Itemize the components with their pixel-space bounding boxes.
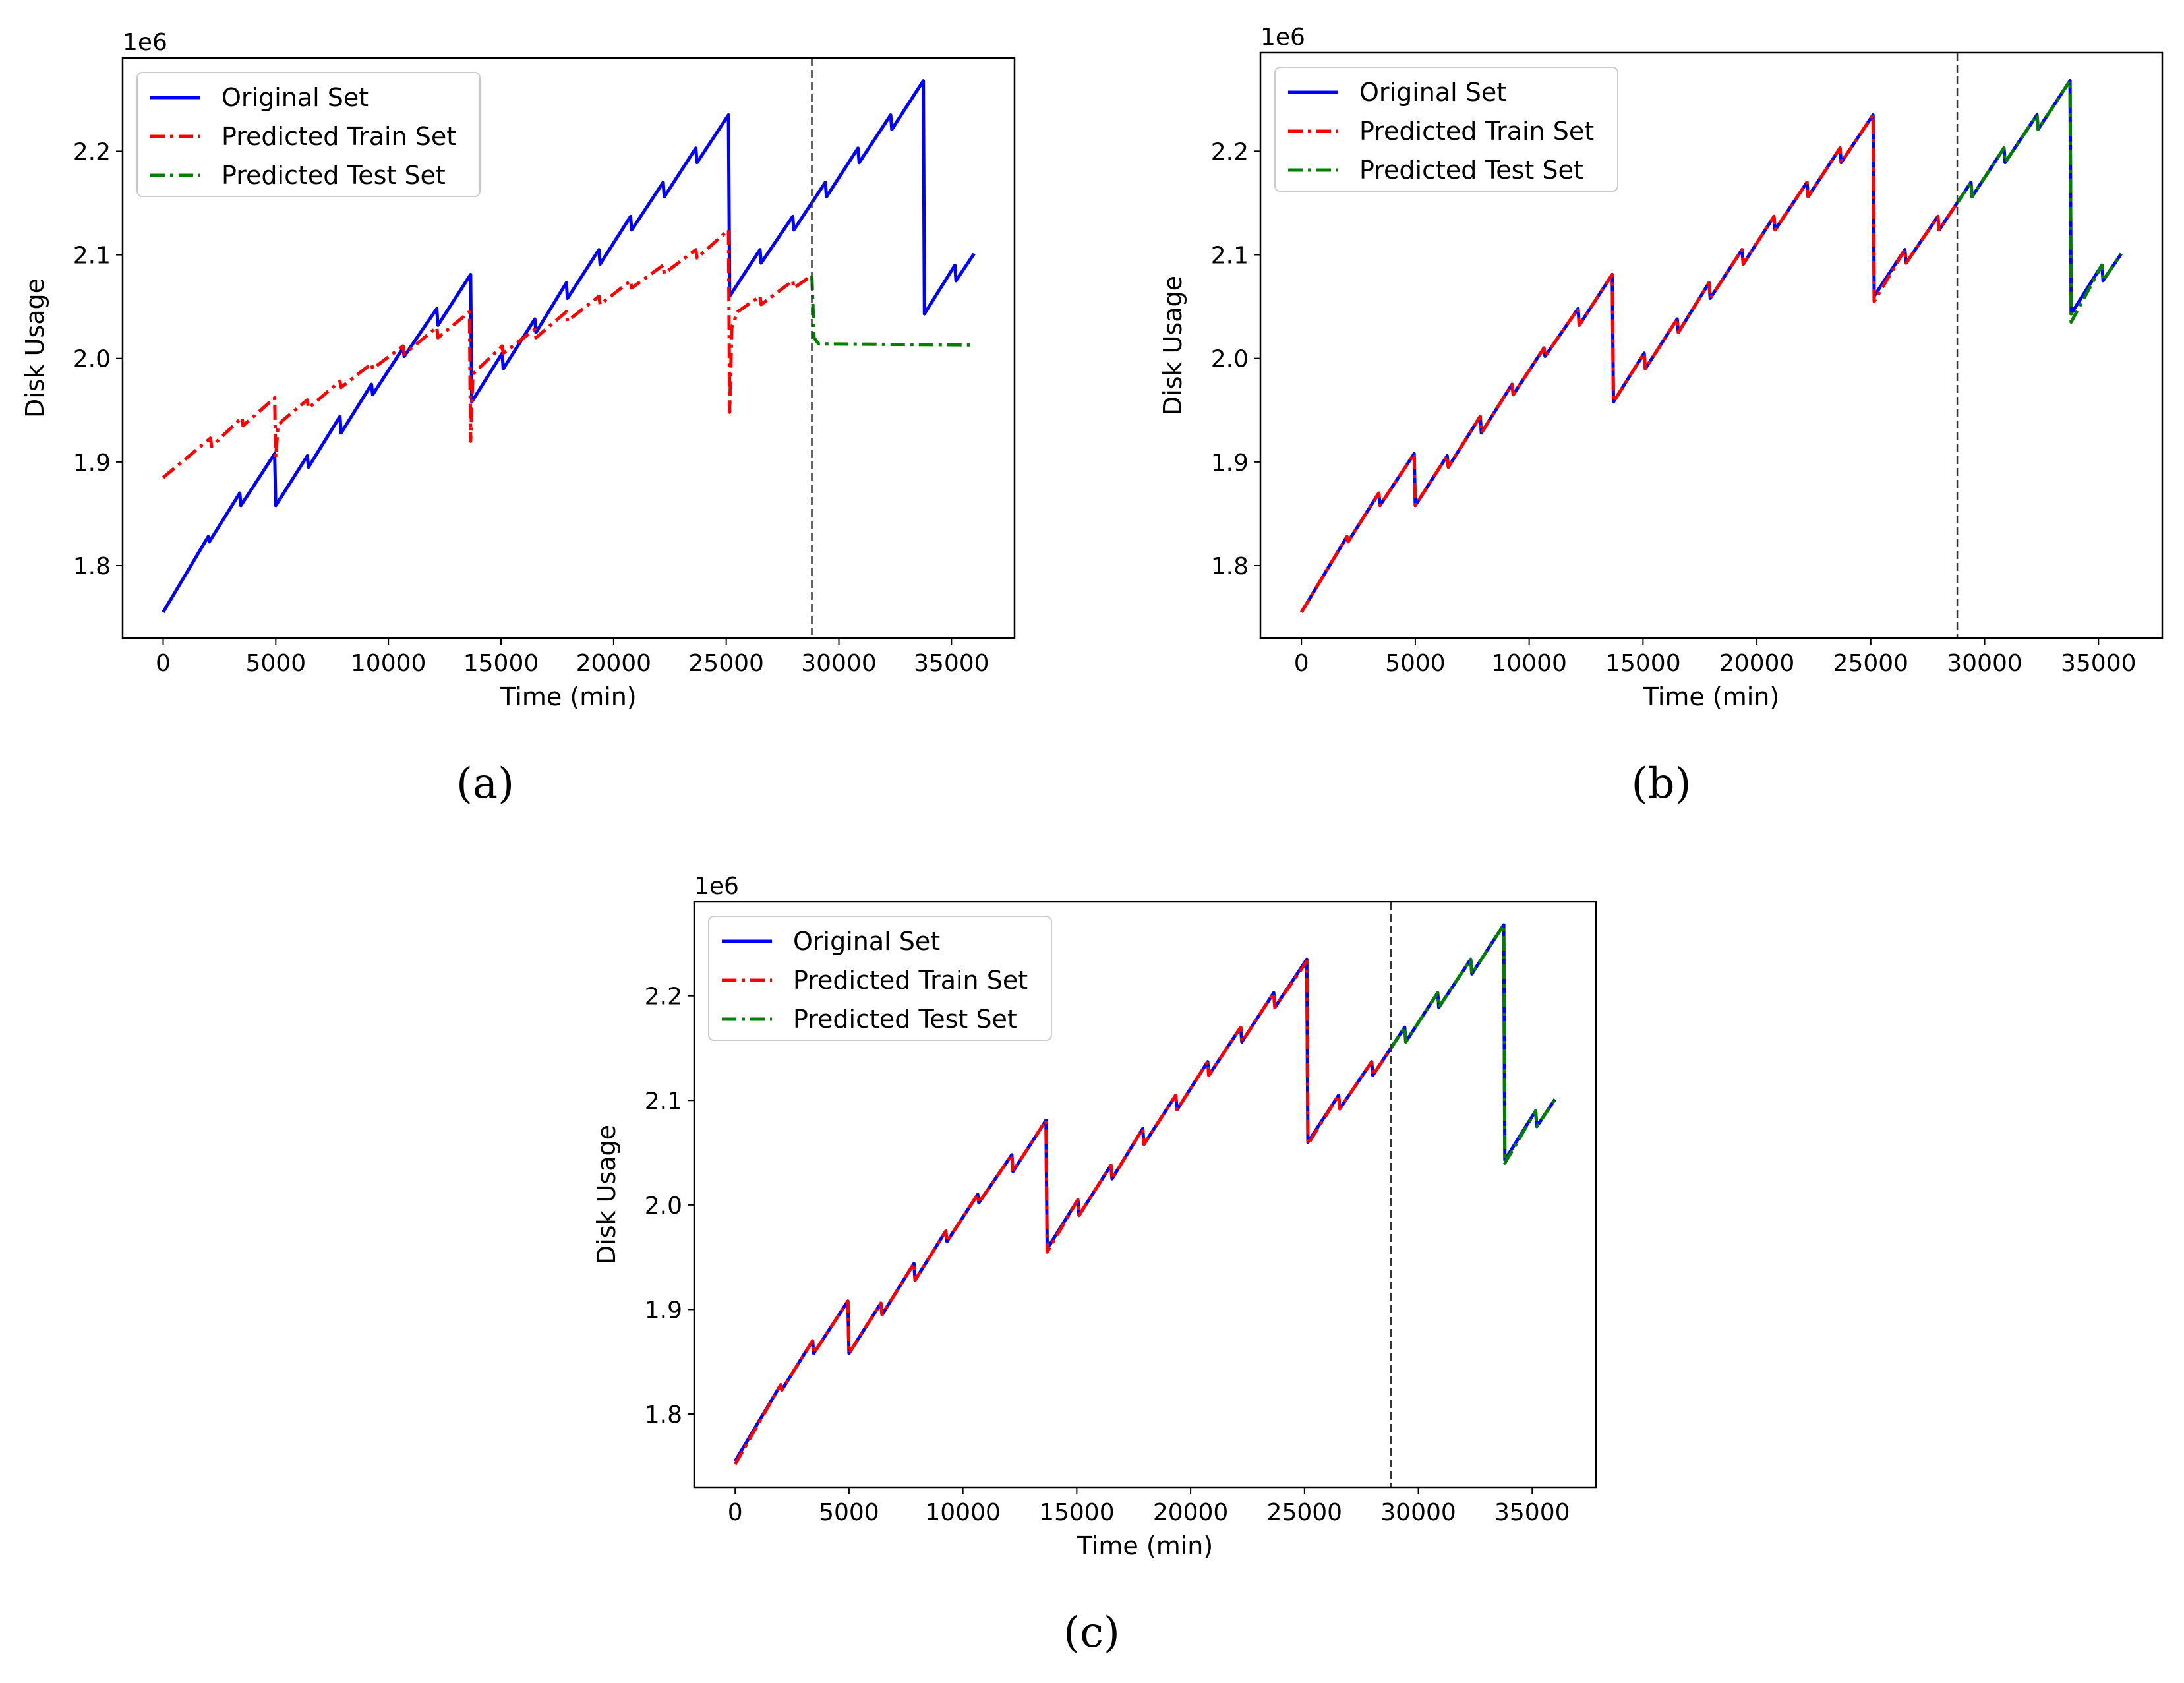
- legend-box: [708, 916, 1052, 1041]
- legend-box: [136, 72, 481, 197]
- caption-b: (b): [1632, 759, 1692, 808]
- y-tick-label: 1.9: [73, 450, 111, 477]
- plot-area-c: [734, 923, 1556, 1465]
- x-tick-label: 30000: [1380, 1499, 1456, 1526]
- legend: Original Set Predicted Train Set Predicted…: [708, 916, 1052, 1041]
- y-tick-label: 1.8: [73, 553, 111, 580]
- x-tick-label: 25000: [1833, 650, 1909, 677]
- y-tick-label: 1.9: [1211, 450, 1249, 477]
- y-tick-label: 2.0: [1211, 346, 1249, 373]
- plot-area-b: [1300, 78, 2123, 613]
- y-tick-label: 2.1: [1211, 242, 1249, 269]
- y-tick-label: 2.1: [73, 243, 111, 270]
- legend-label: Predicted Train Set: [1359, 117, 1594, 146]
- x-axis-label: Time (min): [500, 682, 636, 711]
- legend-box: [1274, 67, 1618, 192]
- y-tick-label: 2.0: [73, 346, 111, 373]
- x-tick-label: 15000: [463, 650, 539, 677]
- y-offset-label: 1e6: [123, 29, 167, 56]
- y-offset-label: 1e6: [694, 873, 739, 900]
- series-line-test: [1390, 923, 1556, 1165]
- panel-a: 0 5000 10000 15000 20000 25000 30000 35000 1.8 1.…: [20, 29, 1016, 711]
- axes-frame: [121, 57, 1016, 639]
- legend-label: Predicted Test Set: [793, 1005, 1017, 1034]
- y-offset-label: 1e6: [1260, 24, 1305, 51]
- x-tick-label: 25000: [1267, 1499, 1343, 1526]
- x-tick-label: 30000: [801, 650, 877, 677]
- x-tick-label: 15000: [1605, 650, 1681, 677]
- x-tick-label: 20000: [1153, 1499, 1229, 1526]
- legend-label: Predicted Train Set: [221, 122, 456, 151]
- legend: Original Set Predicted Train Set Predicted…: [136, 72, 481, 197]
- x-tick-label: 10000: [351, 650, 427, 677]
- x-tick-label: 35000: [914, 650, 989, 677]
- x-tick-label: 0: [728, 1499, 743, 1526]
- series-line-train: [734, 959, 1393, 1465]
- x-tick-label: 25000: [688, 650, 764, 677]
- legend-label: Predicted Test Set: [221, 161, 446, 190]
- caption-c: (c): [1063, 1609, 1120, 1657]
- y-axis-label: Disk Usage: [20, 278, 49, 418]
- legend-label: Original Set: [221, 83, 369, 112]
- legend-label: Original Set: [793, 927, 940, 956]
- series-line-train: [1300, 113, 1959, 613]
- x-tick-label: 20000: [576, 650, 652, 677]
- panel-b: 0 5000 10000 15000 20000 25000 30000 35000 1.8 1.…: [1158, 24, 2164, 711]
- x-tick-label: 5000: [1385, 650, 1446, 677]
- x-tick-label: 10000: [1491, 650, 1567, 677]
- x-axis-label: Time (min): [1643, 682, 1779, 711]
- y-axis-label: Disk Usage: [592, 1125, 621, 1264]
- legend: Original Set Predicted Train Set Predicted…: [1274, 67, 1618, 192]
- x-axis-label: Time (min): [1077, 1531, 1213, 1560]
- caption-a: (a): [456, 759, 514, 808]
- series-line-original: [162, 79, 976, 613]
- x-tick-label: 5000: [246, 650, 307, 677]
- legend-label: Predicted Test Set: [1359, 156, 1583, 185]
- y-tick-label: 2.1: [645, 1088, 682, 1115]
- legend-label: Predicted Train Set: [793, 966, 1028, 995]
- plot-area-a: [162, 79, 976, 613]
- legend-label: Original Set: [1359, 78, 1506, 107]
- y-tick-label: 1.9: [645, 1297, 682, 1324]
- axes-frame: [1259, 51, 2164, 639]
- x-tick-label: 35000: [2061, 650, 2137, 677]
- y-tick-label: 1.8: [1211, 553, 1249, 580]
- series-line-test: [810, 275, 974, 347]
- x-tick-label: 20000: [1719, 650, 1795, 677]
- series-line-test: [1956, 78, 2123, 324]
- x-tick-label: 0: [1294, 650, 1309, 677]
- y-tick-label: 2.2: [73, 138, 111, 165]
- y-tick-label: 2.2: [645, 984, 682, 1011]
- x-tick-label: 5000: [819, 1499, 879, 1526]
- x-tick-label: 35000: [1494, 1499, 1570, 1526]
- x-tick-label: 10000: [925, 1499, 1001, 1526]
- y-tick-label: 2.2: [1211, 138, 1249, 165]
- x-tick-label: 0: [156, 650, 171, 677]
- y-tick-label: 1.8: [645, 1402, 682, 1429]
- x-tick-label: 15000: [1039, 1499, 1115, 1526]
- panel-c: 0 5000 10000 15000 20000 25000 30000 35000 1.8 1.…: [592, 873, 1597, 1560]
- series-line-train: [162, 228, 813, 479]
- y-axis-label: Disk Usage: [1158, 276, 1187, 415]
- y-tick-label: 2.0: [645, 1193, 682, 1220]
- axes-frame: [693, 901, 1597, 1489]
- x-tick-label: 30000: [1947, 650, 2022, 677]
